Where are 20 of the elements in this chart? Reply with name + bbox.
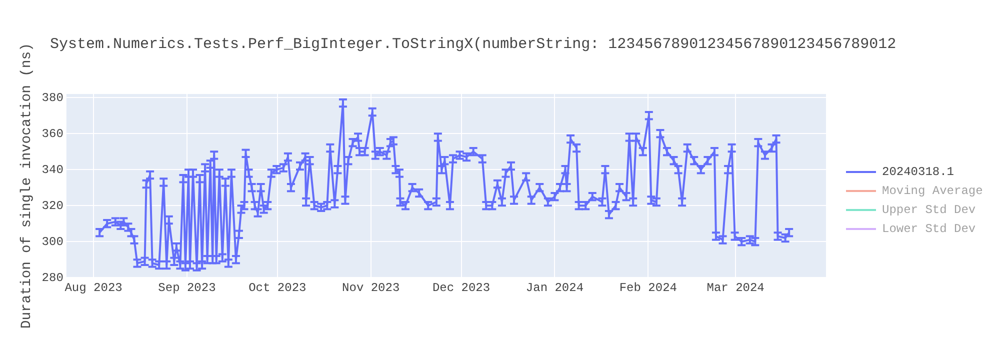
y-tick-label: 300: [42, 234, 64, 249]
y-tick-label: 340: [42, 162, 64, 177]
legend-label: 20240318.1: [882, 164, 954, 178]
x-tick-label: Sep 2023: [158, 280, 216, 295]
x-tick-label: Feb 2024: [619, 280, 677, 295]
x-tick-label: Mar 2024: [706, 280, 764, 295]
y-tick-label: 320: [42, 198, 64, 213]
x-tick-label: Jan 2024: [526, 280, 584, 295]
legend-label: Lower Std Dev: [882, 222, 976, 236]
y-tick-label: 280: [42, 270, 64, 285]
legend-label: Moving Average: [882, 184, 983, 198]
x-tick-label: Aug 2023: [64, 280, 122, 295]
y-tick-label: 360: [42, 126, 64, 141]
legend-label: Upper Std Dev: [882, 202, 976, 216]
chart-title: System.Numerics.Tests.Perf_BigInteger.ToStringX(numberString: 12345678901234567890123456789012: [50, 36, 896, 53]
x-tick-label: Nov 2023: [342, 280, 400, 295]
y-tick-label: 380: [42, 90, 64, 105]
x-tick-label: Oct 2023: [248, 280, 306, 295]
y-axis-title: Duration of single invocation (ns): [19, 42, 36, 329]
x-tick-label: Dec 2023: [432, 280, 490, 295]
